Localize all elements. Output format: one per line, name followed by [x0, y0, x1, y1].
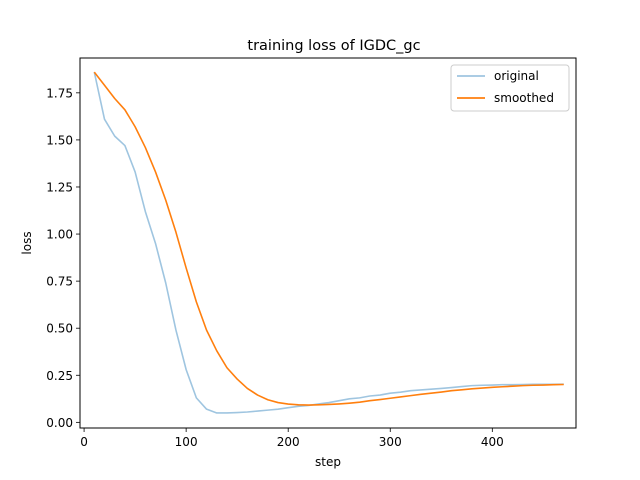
x-tick-label: 300	[379, 435, 402, 449]
chart-title: training loss of IGDC_gc	[247, 38, 420, 54]
y-tick-label: 1.50	[46, 133, 73, 147]
x-tick-label: 200	[277, 435, 300, 449]
series-line-smoothed	[93, 71, 564, 406]
x-axis-label: step	[315, 455, 341, 469]
legend: original smoothed	[450, 64, 570, 112]
y-tick-label: 0.25	[46, 369, 73, 383]
y-tick-label: 1.00	[46, 228, 73, 242]
y-tick-label: 1.75	[46, 86, 73, 100]
plot-frame	[79, 57, 577, 429]
x-axis: 0 100 200 300 400	[80, 428, 504, 449]
x-tick-label: 0	[80, 435, 88, 449]
x-tick-label: 400	[481, 435, 504, 449]
legend-label-original: original	[494, 69, 539, 83]
y-tick-label: 0.00	[46, 416, 73, 430]
x-tick-label: 100	[175, 435, 198, 449]
y-tick-label: 0.75	[46, 275, 73, 289]
series-layer	[93, 71, 564, 414]
y-tick-label: 1.25	[46, 180, 73, 194]
y-axis-label: loss	[20, 231, 34, 254]
y-axis: 0.00 0.25 0.50 0.75 1.00 1.25 1.50 1.75	[46, 86, 80, 430]
legend-label-smoothed: smoothed	[494, 91, 554, 105]
series-line-original	[93, 71, 564, 414]
y-tick-label: 0.50	[46, 322, 73, 336]
